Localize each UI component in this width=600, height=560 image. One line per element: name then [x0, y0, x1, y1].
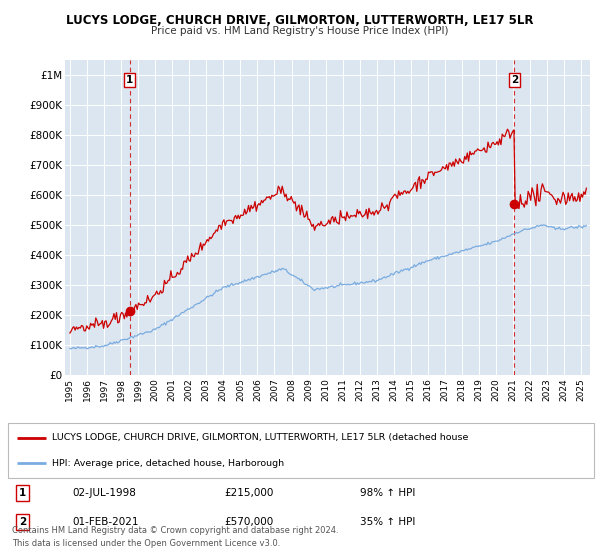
FancyBboxPatch shape — [8, 423, 594, 478]
Text: 35% ↑ HPI: 35% ↑ HPI — [359, 517, 415, 528]
Text: LUCYS LODGE, CHURCH DRIVE, GILMORTON, LUTTERWORTH, LE17 5LR: LUCYS LODGE, CHURCH DRIVE, GILMORTON, LU… — [66, 13, 534, 27]
Text: £215,000: £215,000 — [224, 488, 274, 498]
Text: Contains HM Land Registry data © Crown copyright and database right 2024.: Contains HM Land Registry data © Crown c… — [12, 526, 338, 535]
Text: 2: 2 — [19, 517, 26, 528]
Text: LUCYS LODGE, CHURCH DRIVE, GILMORTON, LUTTERWORTH, LE17 5LR (detached house: LUCYS LODGE, CHURCH DRIVE, GILMORTON, LU… — [52, 433, 468, 442]
Text: Price paid vs. HM Land Registry's House Price Index (HPI): Price paid vs. HM Land Registry's House … — [151, 26, 449, 36]
Text: 98% ↑ HPI: 98% ↑ HPI — [359, 488, 415, 498]
Text: This data is licensed under the Open Government Licence v3.0.: This data is licensed under the Open Gov… — [12, 539, 280, 548]
Text: £570,000: £570,000 — [224, 517, 274, 528]
Text: 01-FEB-2021: 01-FEB-2021 — [72, 517, 139, 528]
Text: 02-JUL-1998: 02-JUL-1998 — [72, 488, 136, 498]
Text: 1: 1 — [126, 75, 133, 85]
Text: HPI: Average price, detached house, Harborough: HPI: Average price, detached house, Harb… — [52, 459, 284, 468]
Text: 2: 2 — [511, 75, 518, 85]
Text: 1: 1 — [19, 488, 26, 498]
